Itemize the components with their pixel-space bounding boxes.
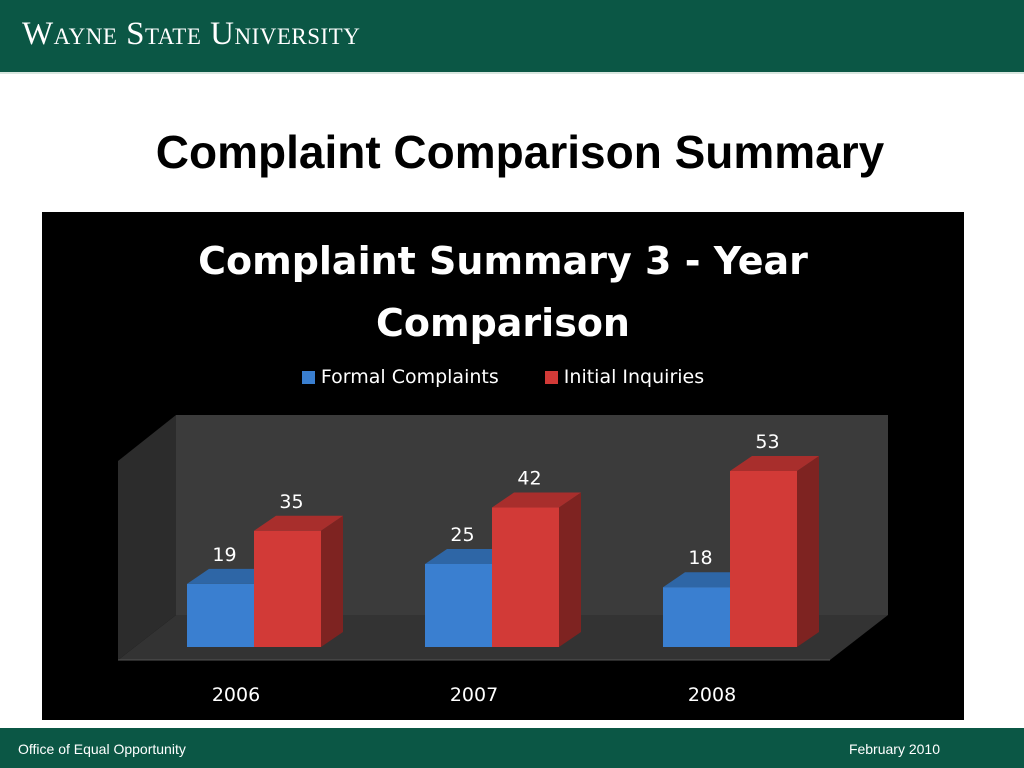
legend-swatch-formal: [301, 371, 315, 384]
bar-side-initial-inquiries-2007: [559, 492, 581, 647]
chart-title: Complaint Summary 3 - Year Comparison: [198, 239, 808, 345]
legend-item-formal: Formal Complaints: [301, 366, 499, 388]
bar-top-formal-complaints-2007: [425, 548, 514, 564]
bar-top-initial-inquiries-2007: [492, 492, 581, 508]
x-tick-label-2008: 2008: [688, 684, 736, 706]
chart-legend: Formal Complaints Initial Inquiries: [42, 366, 964, 388]
bar-top-initial-inquiries-2008: [730, 456, 819, 471]
bar-top-formal-complaints-2006: [187, 568, 276, 584]
bar-formal-complaints-2006: [187, 583, 254, 647]
data-label-initial-inquiries-2006: 35: [279, 491, 303, 513]
bar-side-initial-inquiries-2006: [321, 515, 343, 647]
data-label-initial-inquiries-2008: 53: [755, 431, 779, 453]
data-label-formal-complaints-2006: 19: [212, 544, 236, 566]
header-bar: Wayne State University: [0, 0, 1024, 74]
legend-label-formal: Formal Complaints: [320, 366, 499, 388]
footer-date: February 2010: [848, 741, 940, 757]
bar-top-initial-inquiries-2006: [254, 515, 343, 531]
x-tick-label-2006: 2006: [212, 684, 260, 706]
chart-side-wall: [118, 415, 176, 660]
chart-plot-area: 19 25 18 35 42 53 2006 2007 2008: [118, 415, 888, 706]
bar-initial-inquiries-2007: [492, 507, 559, 647]
footer-bar: Office of Equal Opportunity February 201…: [0, 728, 1024, 768]
chart-container: Complaint Summary 3 - Year Comparison Fo…: [42, 212, 964, 720]
bar-side-initial-inquiries-2008: [797, 456, 819, 647]
data-label-initial-inquiries-2007: 42: [517, 468, 541, 490]
footer-office-name: Office of Equal Opportunity: [18, 741, 186, 757]
bar-formal-complaints-2008: [663, 587, 730, 647]
bar-initial-inquiries-2008: [730, 471, 797, 647]
x-tick-label-2007: 2007: [450, 684, 498, 706]
legend-label-inquiries: Initial Inquiries: [563, 366, 705, 388]
legend-item-inquiries: Initial Inquiries: [544, 366, 705, 388]
legend-swatch-inquiries: [544, 371, 558, 384]
bar-formal-complaints-2007: [425, 563, 492, 647]
bar-top-formal-complaints-2008: [663, 572, 752, 588]
data-label-formal-complaints-2007: 25: [450, 524, 474, 546]
university-wordmark: Wayne State University: [22, 16, 361, 52]
slide-title: Complaint Comparison Summary: [155, 126, 885, 178]
bar-initial-inquiries-2006: [254, 530, 321, 647]
data-label-formal-complaints-2008: 18: [688, 547, 712, 569]
